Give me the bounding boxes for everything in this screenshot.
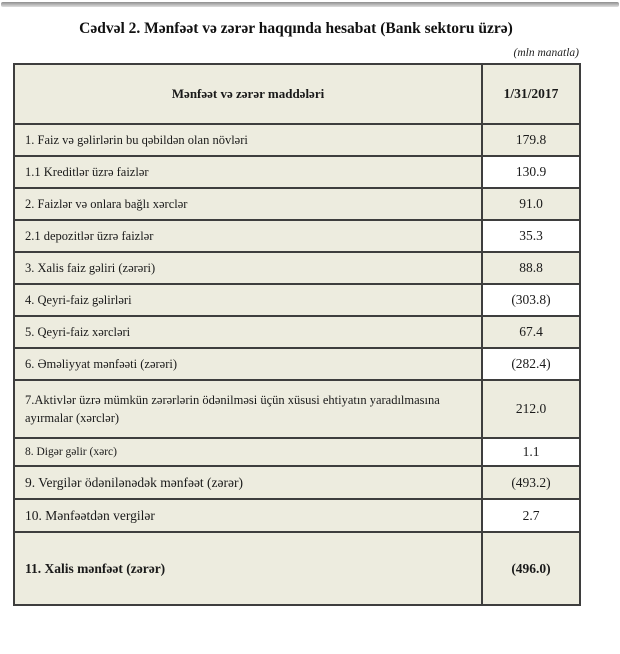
row-value: 88.8 <box>481 251 581 285</box>
divider-bar <box>1 2 619 7</box>
row-label: 1. Faiz və gəlirlərin bu qəbildən olan n… <box>13 123 483 157</box>
row-value: 179.8 <box>481 123 581 157</box>
table-row: 7.Aktivlər üzrə mümkün zərərlərin ödənil… <box>13 379 581 439</box>
table-row: 8. Digər gəlir (xərc) 1.1 <box>13 437 581 467</box>
row-label: 9. Vergilər ödənilənədək mənfəət (zərər) <box>13 465 483 500</box>
row-label: 2.1 depozitlər üzrə faizlər <box>13 219 483 253</box>
row-label: 6. Əməliyyat mənfəəti (zərəri) <box>13 347 483 381</box>
row-label: 4. Qeyri-faiz gəlirləri <box>13 283 483 317</box>
row-label: 5. Qeyri-faiz xərcləri <box>13 315 483 349</box>
table-row: 3. Xalis faiz gəliri (zərəri) 88.8 <box>13 251 581 285</box>
row-label: 1.1 Kreditlər üzrə faizlər <box>13 155 483 189</box>
row-value: 67.4 <box>481 315 581 349</box>
table-row: 4. Qeyri-faiz gəlirləri (303.8) <box>13 283 581 317</box>
row-value: 1.1 <box>481 437 581 467</box>
report-table-container: (mln manatla) Mənfəət və zərər maddələri… <box>13 47 581 606</box>
column-header-date: 1/31/2017 <box>481 63 581 125</box>
row-label: 11. Xalis mənfəət (zərər) <box>13 531 483 606</box>
table-body: 1. Faiz və gəlirlərin bu qəbildən olan n… <box>13 123 581 606</box>
table-row: 2. Faizlər və onlara bağlı xərclər 91.0 <box>13 187 581 221</box>
row-label: 10. Mənfəətdən vergilər <box>13 498 483 533</box>
table-header: Mənfəət və zərər maddələri 1/31/2017 <box>13 63 581 125</box>
table-row: 5. Qeyri-faiz xərcləri 67.4 <box>13 315 581 349</box>
row-value: 130.9 <box>481 155 581 189</box>
row-label: 2. Faizlər və onlara bağlı xərclər <box>13 187 483 221</box>
row-label: 7.Aktivlər üzrə mümkün zərərlərin ödənil… <box>13 379 483 439</box>
page-title: Cədvəl 2. Mənfəət və zərər haqqında hesa… <box>79 20 513 37</box>
row-label: 3. Xalis faiz gəliri (zərəri) <box>13 251 483 285</box>
row-value: (303.8) <box>481 283 581 317</box>
profit-loss-table: Mənfəət və zərər maddələri 1/31/2017 1. … <box>13 63 581 606</box>
column-header-items: Mənfəət və zərər maddələri <box>13 63 483 125</box>
row-value: 2.7 <box>481 498 581 533</box>
row-value: (282.4) <box>481 347 581 381</box>
row-label: 8. Digər gəlir (xərc) <box>13 437 483 467</box>
row-value: 212.0 <box>481 379 581 439</box>
table-row: 2.1 depozitlər üzrə faizlər 35.3 <box>13 219 581 253</box>
row-value: (496.0) <box>481 531 581 606</box>
row-value: 35.3 <box>481 219 581 253</box>
table-row: 11. Xalis mənfəət (zərər) (496.0) <box>13 531 581 606</box>
unit-note: (mln manatla) <box>513 47 579 59</box>
table-row: 1.1 Kreditlər üzrə faizlər 130.9 <box>13 155 581 189</box>
row-value: 91.0 <box>481 187 581 221</box>
row-value: (493.2) <box>481 465 581 500</box>
table-row: 1. Faiz və gəlirlərin bu qəbildən olan n… <box>13 123 581 157</box>
table-row: 10. Mənfəətdən vergilər 2.7 <box>13 498 581 533</box>
table-row: 9. Vergilər ödənilənədək mənfəət (zərər)… <box>13 465 581 500</box>
header-row: Mənfəət və zərər maddələri 1/31/2017 <box>13 63 581 125</box>
table-row: 6. Əməliyyat mənfəəti (zərəri) (282.4) <box>13 347 581 381</box>
